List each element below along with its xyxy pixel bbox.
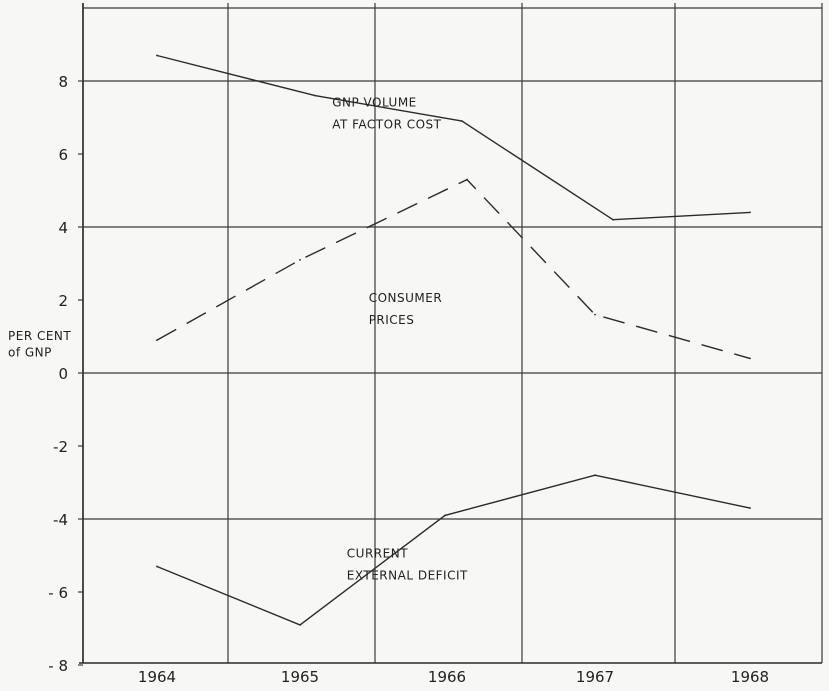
x-tick-label: 1964: [138, 668, 176, 686]
series-line-2: [156, 178, 751, 360]
series-2-point: [156, 339, 158, 342]
series-1-point: [461, 120, 463, 123]
series-lines: [156, 54, 751, 626]
y-axis-label-line-2: of GNP: [8, 346, 52, 360]
series-3-point: [594, 474, 596, 477]
x-tick-label: 1967: [576, 668, 614, 686]
series-line-1: [156, 54, 751, 221]
series-2-point: [299, 258, 301, 261]
grid: [82, 3, 823, 663]
series-3-label-line-2: EXTERNAL DEFICIT: [347, 568, 468, 582]
y-tick-label: 0: [58, 365, 68, 383]
y-tick-label: -4: [53, 511, 68, 529]
x-tick-labels: 1964 1965 1966 1967 1968: [138, 668, 769, 686]
y-tick-label: 8: [58, 73, 68, 91]
y-tick-label: 2: [58, 292, 68, 310]
series-3-point: [299, 623, 301, 626]
axes: [79, 3, 822, 664]
series-2-label-line-2: PRICES: [369, 313, 415, 327]
series-1-point: [612, 218, 614, 221]
x-tick-label: 1966: [428, 668, 466, 686]
y-tick-label: - 8: [48, 657, 68, 675]
y-tick-label: - 6: [48, 584, 68, 602]
series-2-point: [466, 178, 468, 181]
y-tick-label: 6: [58, 146, 68, 164]
y-tick-label: -2: [53, 438, 68, 456]
x-tick-label: 1965: [281, 668, 319, 686]
series-1-point: [156, 54, 158, 57]
x-tick-label: 1968: [731, 668, 769, 686]
series-labels: GNP VOLUME AT FACTOR COST CONSUMER PRICES CU…: [332, 96, 468, 583]
series-2-label-line-1: CONSUMER: [369, 291, 442, 305]
series-1-label-line-1: GNP VOLUME: [332, 96, 417, 110]
y-tick-label: 4: [58, 219, 68, 237]
y-axis-label-line-1: PER CENT: [8, 329, 71, 343]
series-3-point: [749, 507, 751, 509]
series-3-point: [156, 565, 158, 568]
series-1-point: [749, 211, 751, 214]
series-1-point: [314, 94, 316, 97]
y-tick-labels: 8 6 4 2 0 -2 -4 - 6 - 8: [48, 73, 83, 675]
series-3-point: [444, 514, 446, 517]
series-line-3: [156, 474, 751, 626]
series-2-point: [594, 313, 596, 316]
series-3-label-line-1: CURRENT: [347, 546, 408, 560]
series-1-label-line-2: AT FACTOR COST: [332, 118, 441, 132]
series-2-point: [749, 357, 751, 360]
